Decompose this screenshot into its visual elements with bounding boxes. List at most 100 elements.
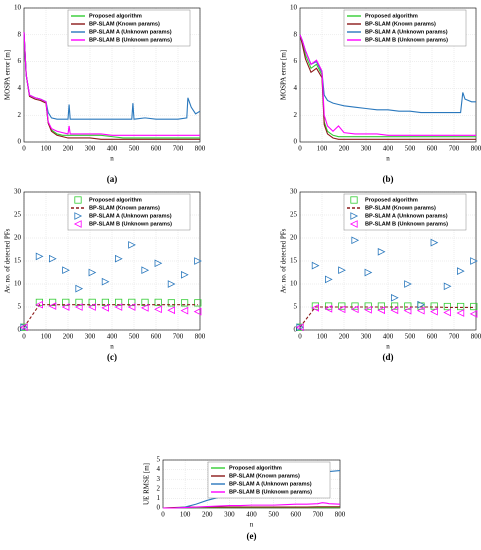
x-tick-label: 600 xyxy=(151,333,162,341)
plot-frame xyxy=(299,191,477,331)
marker xyxy=(101,304,109,312)
x-tick-label: 400 xyxy=(383,145,394,153)
caption: (a) xyxy=(107,174,118,184)
marker xyxy=(114,303,123,311)
marker xyxy=(127,303,136,311)
x-tick-label: 300 xyxy=(85,145,96,153)
x-tick-label: 400 xyxy=(246,511,257,519)
legend-swatch xyxy=(74,212,83,220)
marker xyxy=(141,266,150,275)
series-line xyxy=(299,34,476,138)
marker xyxy=(443,282,452,291)
marker xyxy=(180,306,189,315)
y-tick-label: 0 xyxy=(294,138,298,146)
marker xyxy=(101,277,110,286)
y-tick-label: 4 xyxy=(157,465,161,473)
legend-box xyxy=(343,9,467,47)
legend-label: BP-SLAM B (Unknown params) xyxy=(365,37,448,43)
legend-label: BP-SLAM A (Unknown params) xyxy=(365,213,448,219)
y-axis-label: MOSPA error [m] xyxy=(280,50,288,100)
marker xyxy=(430,307,438,316)
x-tick-label: 700 xyxy=(449,333,460,341)
legend-label: BP-SLAM B (Unknown params) xyxy=(365,221,448,227)
x-tick-label: 500 xyxy=(129,333,140,341)
x-tick-label: 300 xyxy=(361,145,372,153)
x-tick-label: 700 xyxy=(173,333,184,341)
y-tick-label: 15 xyxy=(290,257,298,265)
y-tick-label: 6 xyxy=(18,57,22,65)
marker xyxy=(351,236,360,245)
marker xyxy=(337,305,346,314)
x-tick-label: 300 xyxy=(85,333,96,341)
y-tick-label: 20 xyxy=(14,234,22,242)
x-tick-label: 800 xyxy=(335,511,346,519)
series-line xyxy=(299,34,476,140)
marker xyxy=(417,300,426,309)
legend-swatch xyxy=(73,220,82,228)
x-tick-label: 100 xyxy=(317,145,328,153)
legend-label: BP-SLAM B (Unknown params) xyxy=(89,221,172,227)
marker xyxy=(167,306,176,315)
marker xyxy=(35,300,43,309)
x-axis-label: n xyxy=(110,343,114,351)
x-tick-label: 200 xyxy=(63,145,74,153)
marker xyxy=(61,303,70,311)
y-tick-label: 5 xyxy=(294,303,298,311)
y-axis-label: MOSPA error [m] xyxy=(4,50,12,100)
marker xyxy=(193,307,202,316)
legend-label: BP-SLAM (Known params) xyxy=(89,205,160,211)
x-tick-label: 500 xyxy=(129,145,140,153)
x-tick-label: 0 xyxy=(22,145,26,153)
marker xyxy=(430,238,439,247)
marker xyxy=(390,293,399,302)
series-line xyxy=(299,306,474,328)
series-line xyxy=(299,34,476,114)
marker xyxy=(180,270,189,279)
marker xyxy=(154,298,162,307)
x-axis-label: n xyxy=(250,521,254,529)
x-tick-label: 200 xyxy=(339,333,350,341)
caption: (c) xyxy=(107,352,117,362)
y-tick-label: 2 xyxy=(18,111,22,119)
marker xyxy=(101,298,109,307)
legend-box xyxy=(67,9,191,47)
series-line xyxy=(23,304,198,328)
legend-box xyxy=(343,193,467,231)
x-tick-label: 700 xyxy=(173,145,184,153)
y-tick-label: 2 xyxy=(294,111,298,119)
series-line xyxy=(163,502,341,509)
y-tick-label: 20 xyxy=(290,234,298,242)
marker xyxy=(295,323,304,332)
marker xyxy=(403,306,412,315)
marker xyxy=(75,284,84,293)
marker xyxy=(377,302,386,310)
marker xyxy=(324,275,333,284)
legend-swatch xyxy=(74,196,82,204)
x-tick-label: 0 xyxy=(22,333,26,341)
y-tick-label: 10 xyxy=(14,280,22,288)
marker xyxy=(377,247,386,256)
x-tick-label: 600 xyxy=(291,511,302,519)
legend-label: Proposed algorithm xyxy=(365,13,418,19)
y-tick-label: 8 xyxy=(294,30,298,38)
x-tick-label: 600 xyxy=(427,145,438,153)
marker xyxy=(456,267,465,275)
marker xyxy=(430,302,438,310)
x-tick-label: 400 xyxy=(383,333,394,341)
y-tick-label: 0 xyxy=(294,326,298,334)
marker xyxy=(115,254,123,263)
marker xyxy=(19,323,28,332)
y-tick-label: 0 xyxy=(157,504,161,512)
marker xyxy=(351,302,359,310)
y-tick-label: 15 xyxy=(14,257,22,265)
x-tick-label: 600 xyxy=(427,333,438,341)
marker xyxy=(469,310,478,318)
series-line xyxy=(23,32,200,140)
x-tick-label: 200 xyxy=(339,145,350,153)
marker xyxy=(470,302,478,311)
y-axis-label: Av. no. of detected PFs xyxy=(4,228,12,293)
marker xyxy=(456,309,465,317)
marker xyxy=(311,261,320,270)
legend-label: BP-SLAM A (Unknown params) xyxy=(229,481,312,487)
